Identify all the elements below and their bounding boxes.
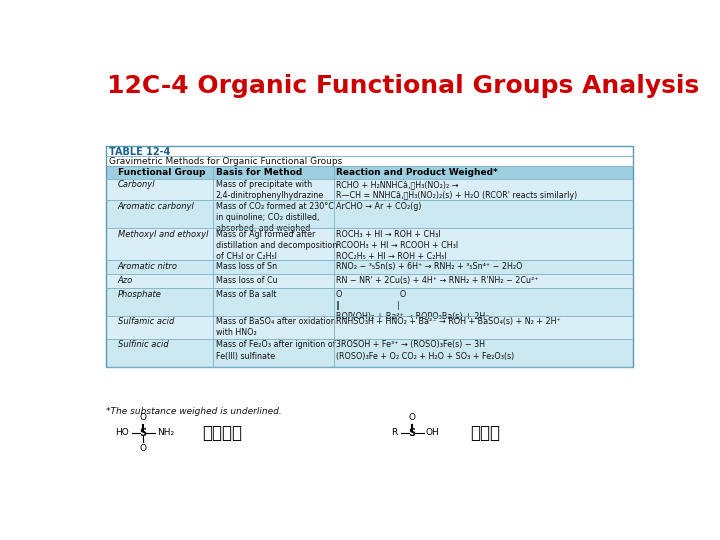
Bar xyxy=(106,146,632,157)
Text: S: S xyxy=(139,428,146,438)
Bar xyxy=(106,179,632,200)
Text: RNHSO₃H + HNO₂ + Ba²⁻ → ROH + BaSO₄(s) + N₂ + 2H⁺: RNHSO₃H + HNO₂ + Ba²⁻ → ROH + BaSO₄(s) +… xyxy=(336,318,561,326)
Text: 氨基磺酸: 氨基磺酸 xyxy=(202,424,243,442)
Text: O                       O
‖                       |
ROP(OH)₂ + Ba²⁺ → ROPO₃Ba(s): O O ‖ | ROP(OH)₂ + Ba²⁺ → ROPO₃Ba(s) xyxy=(336,289,490,321)
Text: Mass of BaSO₄ after oxidation
with HNO₂: Mass of BaSO₄ after oxidation with HNO₂ xyxy=(215,318,336,338)
Bar xyxy=(106,200,632,228)
Text: O: O xyxy=(139,444,146,453)
Text: Sulfinic acid: Sulfinic acid xyxy=(118,340,168,349)
Bar xyxy=(106,316,632,339)
Bar xyxy=(106,339,632,367)
Text: NH₂: NH₂ xyxy=(157,428,174,437)
Text: 亞磺酸: 亞磺酸 xyxy=(469,424,500,442)
Text: Basis for Method: Basis for Method xyxy=(215,168,302,177)
Text: Gravimetric Methods for Organic Functional Groups: Gravimetric Methods for Organic Function… xyxy=(109,157,343,166)
Text: Aromatic carbonyl: Aromatic carbonyl xyxy=(118,202,195,211)
Text: RCHO + H₂NNHCâ‚H₃(NO₂)₂ →
R—CH = NNHCâ‚H₃(NO₂)₂(s) + H₂O (RCOR' reacts similar: RCHO + H₂NNHCâ‚H₃(NO₂)₂ → R—CH = NNHCâ‚… xyxy=(336,180,577,200)
Text: Mass loss of Sn: Mass loss of Sn xyxy=(215,262,276,271)
Bar xyxy=(106,274,632,288)
Text: Aromatic nitro: Aromatic nitro xyxy=(118,262,178,271)
Text: 3ROSOH + Fe³⁺ → (ROSO)₃Fe(s) − 3H
(ROSO)₃Fe + O₂ CO₂ + H₂O + SO₃ + Fe₂O₃(s): 3ROSOH + Fe³⁺ → (ROSO)₃Fe(s) − 3H (ROSO)… xyxy=(336,340,515,361)
Text: RN − NR' + 2Cu(s) + 4H⁺ → RNH₂ + R'NH₂ − 2Cu²⁺: RN − NR' + 2Cu(s) + 4H⁺ → RNH₂ + R'NH₂ −… xyxy=(336,276,539,285)
Text: ArCHO → Ar + CO₂(g): ArCHO → Ar + CO₂(g) xyxy=(336,202,422,211)
Text: S: S xyxy=(408,428,415,438)
Text: Sulfamic acid: Sulfamic acid xyxy=(118,318,174,326)
Text: HO: HO xyxy=(115,428,129,437)
Bar xyxy=(106,166,632,179)
Text: Methoxyl and ethoxyl: Methoxyl and ethoxyl xyxy=(118,230,208,239)
Text: Reaction and Product Weighed*: Reaction and Product Weighed* xyxy=(336,168,498,177)
Bar xyxy=(106,228,632,260)
Text: TABLE 12-4: TABLE 12-4 xyxy=(109,147,171,157)
Text: Mass of Ba salt: Mass of Ba salt xyxy=(215,289,276,299)
Text: Mass of CO₂ formed at 230°C
in quinoline; CO₂ distilled,
absorbed, and weighed: Mass of CO₂ formed at 230°C in quinoline… xyxy=(215,202,333,233)
Text: Mass of precipitate with
2,4-dinitrophenylhydrazine: Mass of precipitate with 2,4-dinitrophen… xyxy=(215,180,324,200)
Bar xyxy=(106,157,632,166)
Text: Carbonyl: Carbonyl xyxy=(118,180,156,190)
Text: ROCH₃ + HI → ROH + CH₃I
RCOOH₃ + HI → RCOOH + CH₃I
ROC₂H₅ + HI → ROH + C₂H₅I: ROCH₃ + HI → ROH + CH₃I RCOOH₃ + HI → RC… xyxy=(336,230,459,261)
Text: RNO₂ − ³₅Sn(s) + 6H⁺ → RNH₂ + ³₅Sn⁴⁺ − 2H₂O: RNO₂ − ³₅Sn(s) + 6H⁺ → RNH₂ + ³₅Sn⁴⁺ − 2… xyxy=(336,262,523,271)
Text: Mass loss of Cu: Mass loss of Cu xyxy=(215,276,277,285)
Bar xyxy=(106,146,632,367)
Text: Functional Group: Functional Group xyxy=(118,168,205,177)
Text: O: O xyxy=(408,413,415,422)
Text: *The substance weighed is underlined.: *The substance weighed is underlined. xyxy=(106,407,282,416)
Text: Mass of AgI formed after
distillation and decomposition
of CH₃I or C₂H₅I: Mass of AgI formed after distillation an… xyxy=(215,230,337,261)
Text: R: R xyxy=(392,428,397,437)
Bar xyxy=(106,288,632,316)
Text: Phosphate: Phosphate xyxy=(118,289,162,299)
Text: O: O xyxy=(139,413,146,422)
Bar xyxy=(106,260,632,274)
Text: 12C-4 Organic Functional Groups Analysis: 12C-4 Organic Functional Groups Analysis xyxy=(107,74,699,98)
Text: OH: OH xyxy=(426,428,439,437)
Text: Azo: Azo xyxy=(118,276,133,285)
Text: Mass of Fe₂O₃ after ignition of
Fe(III) sulfinate: Mass of Fe₂O₃ after ignition of Fe(III) … xyxy=(215,340,336,361)
